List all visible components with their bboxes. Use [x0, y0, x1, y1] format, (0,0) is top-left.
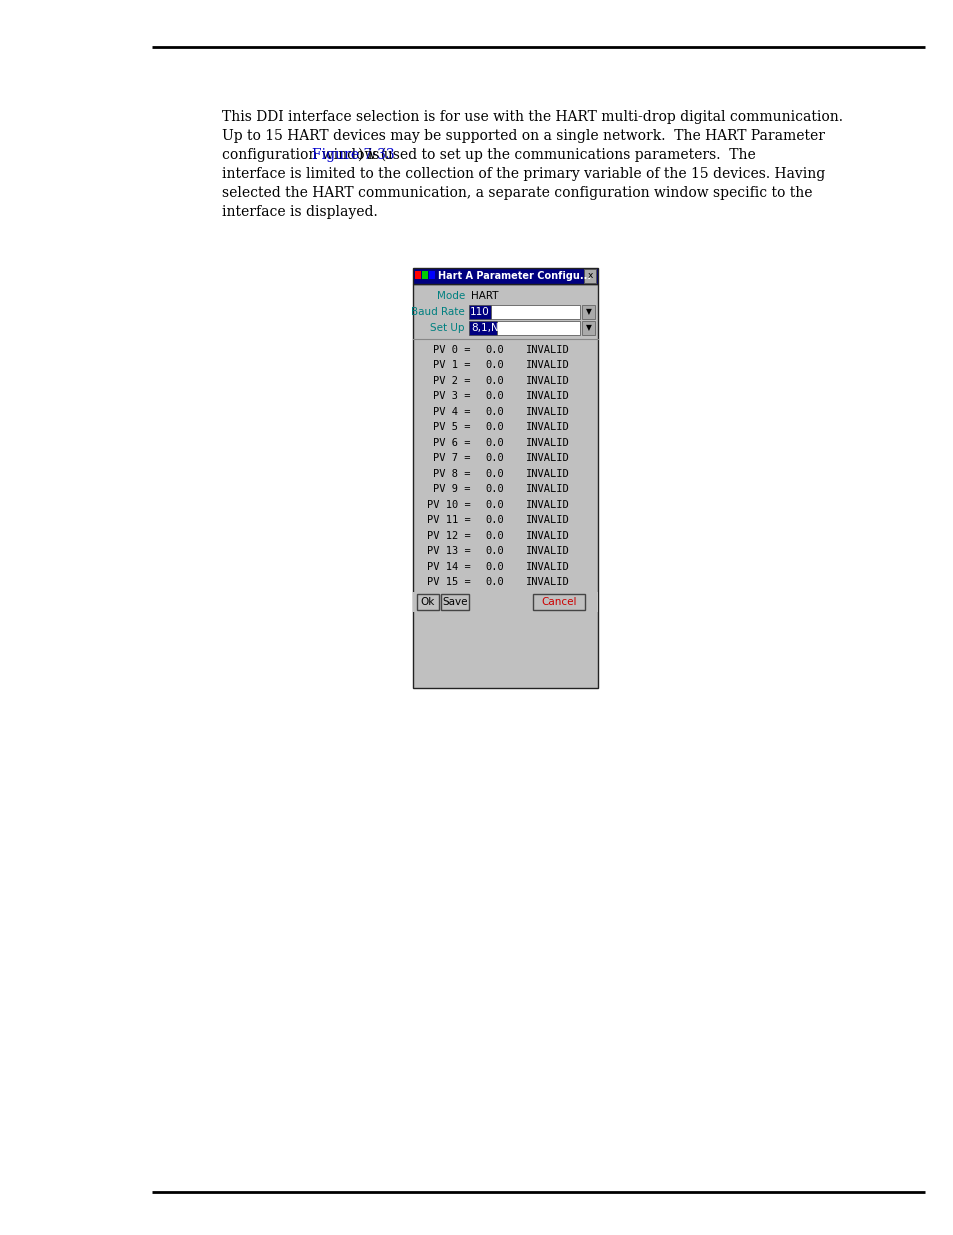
Text: INVALID: INVALID [525, 391, 569, 401]
Text: PV 13 =: PV 13 = [427, 546, 471, 556]
Text: This DDI interface selection is for use with the HART multi-drop digital communi: This DDI interface selection is for use … [222, 110, 842, 124]
Text: 0.0: 0.0 [485, 469, 504, 479]
Text: 0.0: 0.0 [485, 453, 504, 463]
Text: 0.0: 0.0 [485, 345, 504, 354]
Text: 0.0: 0.0 [485, 577, 504, 588]
Text: ▼: ▼ [585, 308, 591, 316]
Text: 110: 110 [470, 308, 489, 317]
Bar [421, 270, 428, 279]
Text: PV 3 =: PV 3 = [433, 391, 471, 401]
Bar [429, 270, 435, 279]
Text: PV 6 =: PV 6 = [433, 437, 471, 448]
Text: INVALID: INVALID [525, 422, 569, 432]
Bar [583, 269, 596, 283]
Text: INVALID: INVALID [525, 500, 569, 510]
Text: 0.0: 0.0 [485, 361, 504, 370]
Text: Hart A Parameter Configu...: Hart A Parameter Configu... [437, 270, 591, 282]
Bar [491, 305, 579, 319]
Text: Cancel: Cancel [540, 597, 577, 606]
Text: INVALID: INVALID [525, 375, 569, 385]
Text: PV 12 =: PV 12 = [427, 531, 471, 541]
Text: Mode: Mode [436, 291, 464, 301]
Bar [416, 594, 438, 610]
Text: 0.0: 0.0 [485, 562, 504, 572]
Text: INVALID: INVALID [525, 515, 569, 525]
Text: PV 4 =: PV 4 = [433, 406, 471, 416]
Text: INVALID: INVALID [525, 562, 569, 572]
Text: 0.0: 0.0 [485, 391, 504, 401]
Text: Save: Save [442, 597, 467, 606]
Text: PV 5 =: PV 5 = [433, 422, 471, 432]
Text: INVALID: INVALID [525, 577, 569, 588]
Text: 0.0: 0.0 [485, 484, 504, 494]
Text: INVALID: INVALID [525, 546, 569, 556]
Text: 0.0: 0.0 [485, 500, 504, 510]
Text: configuration window (: configuration window ( [222, 148, 386, 162]
Text: PV 8 =: PV 8 = [433, 469, 471, 479]
Text: Set Up: Set Up [430, 324, 464, 333]
Bar [533, 594, 584, 610]
Bar [497, 321, 579, 335]
Text: PV 15 =: PV 15 = [427, 577, 471, 588]
Text: Baud Rate: Baud Rate [411, 308, 464, 317]
Text: selected the HART communication, a separate configuration window specific to the: selected the HART communication, a separ… [222, 186, 812, 200]
Text: INVALID: INVALID [525, 484, 569, 494]
Text: PV 7 =: PV 7 = [433, 453, 471, 463]
Text: INVALID: INVALID [525, 361, 569, 370]
Text: PV 1 =: PV 1 = [433, 361, 471, 370]
Text: INVALID: INVALID [525, 469, 569, 479]
Text: 8,1,N: 8,1,N [471, 324, 498, 333]
Bar [469, 321, 497, 335]
Text: PV 9 =: PV 9 = [433, 484, 471, 494]
Text: PV 0 =: PV 0 = [433, 345, 471, 354]
Text: 0.0: 0.0 [485, 515, 504, 525]
Text: HART: HART [471, 291, 498, 301]
Text: interface is limited to the collection of the primary variable of the 15 devices: interface is limited to the collection o… [222, 167, 824, 182]
Text: ▼: ▼ [585, 324, 591, 332]
Text: INVALID: INVALID [525, 437, 569, 448]
Text: INVALID: INVALID [525, 453, 569, 463]
Bar [415, 270, 420, 279]
Text: INVALID: INVALID [525, 345, 569, 354]
Text: INVALID: INVALID [525, 406, 569, 416]
Bar [581, 305, 595, 319]
Text: 0.0: 0.0 [485, 406, 504, 416]
Text: 0.0: 0.0 [485, 375, 504, 385]
Text: ) is used to set up the communications parameters.  The: ) is used to set up the communications p… [357, 148, 755, 162]
Bar [413, 268, 598, 284]
Text: 0.0: 0.0 [485, 531, 504, 541]
Text: INVALID: INVALID [525, 531, 569, 541]
Text: interface is displayed.: interface is displayed. [222, 205, 377, 219]
Text: 0.0: 0.0 [485, 422, 504, 432]
Text: x: x [587, 272, 592, 280]
Text: Up to 15 HART devices may be supported on a single network.  The HART Parameter: Up to 15 HART devices may be supported o… [222, 128, 824, 143]
Text: 0.0: 0.0 [485, 437, 504, 448]
Text: Figure 7-33: Figure 7-33 [312, 148, 395, 162]
Text: Ok: Ok [420, 597, 435, 606]
Text: PV 11 =: PV 11 = [427, 515, 471, 525]
Text: 0.0: 0.0 [485, 546, 504, 556]
Bar [413, 592, 598, 613]
Text: PV 10 =: PV 10 = [427, 500, 471, 510]
Bar [440, 594, 469, 610]
Text: PV 14 =: PV 14 = [427, 562, 471, 572]
Bar [581, 321, 595, 335]
Bar [469, 305, 491, 319]
Text: PV 2 =: PV 2 = [433, 375, 471, 385]
Bar [413, 284, 598, 688]
